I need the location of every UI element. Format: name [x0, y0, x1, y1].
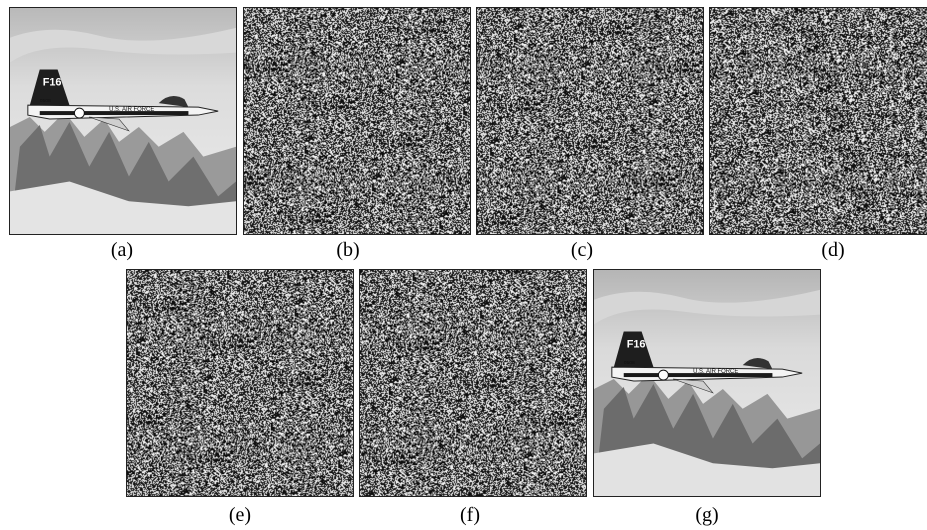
jet-photo-a: F16 0508 U.S. AIR FORCE — [10, 8, 236, 234]
serial-number-g: 0508 — [624, 360, 635, 366]
caption-f: (f) — [460, 504, 480, 526]
caption-c: (c) — [570, 239, 594, 261]
tail-code: F16 — [43, 76, 62, 88]
noise-image-c — [477, 8, 703, 234]
caption-a: (a) — [110, 239, 134, 261]
panel-f-cipher — [359, 269, 587, 497]
serial-number: 0508 — [40, 98, 51, 104]
caption-d: (d) — [821, 239, 845, 261]
tail-code-g: F16 — [627, 338, 646, 350]
caption-g: (g) — [695, 504, 719, 526]
noise-image-b — [244, 8, 470, 234]
caption-b: (b) — [336, 239, 360, 261]
fuselage-text: U.S. AIR FORCE — [109, 107, 154, 113]
panel-g-decrypted: F16 0508 U.S. AIR FORCE — [593, 269, 821, 497]
jet-photo-g: F16 0508 U.S. AIR FORCE — [594, 270, 820, 496]
panel-e-cipher — [126, 269, 354, 497]
noise-image-e — [127, 270, 353, 496]
fuselage-text-g: U.S. AIR FORCE — [693, 369, 738, 375]
panel-d-cipher — [709, 7, 927, 235]
jet: F16 0508 U.S. AIR FORCE — [27, 69, 219, 132]
caption-e: (e) — [228, 504, 252, 526]
noise-image-d — [710, 8, 927, 234]
panel-c-cipher — [476, 7, 704, 235]
noise-image-f — [360, 270, 586, 496]
panel-b-cipher — [243, 7, 471, 235]
panel-a-plain-image: F16 0508 U.S. AIR FORCE — [9, 7, 237, 235]
